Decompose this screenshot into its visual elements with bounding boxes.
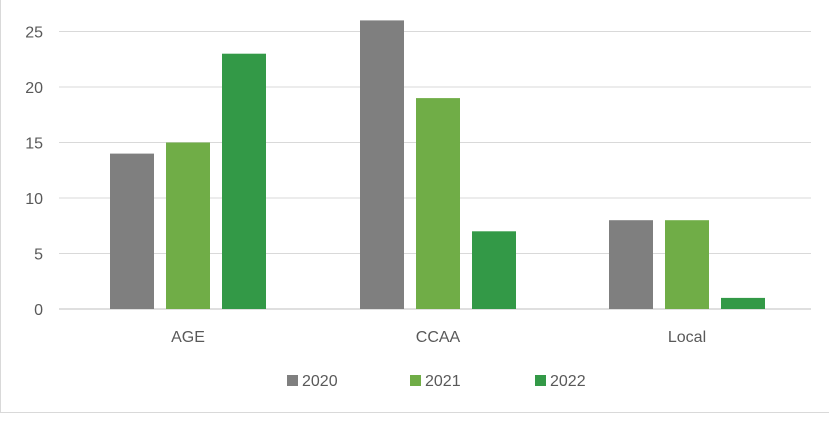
bar-ccaa-2021 (416, 98, 460, 309)
y-tick-label: 25 (25, 25, 43, 42)
bar-ccaa-2020 (360, 20, 404, 310)
legend-swatch (410, 375, 421, 386)
y-tick-label: 10 (25, 191, 43, 208)
chart-frame: 0 5 10 15 20 25 AGE CCAA Local 2020 2021 2022 (0, 0, 829, 413)
legend-swatch (287, 375, 298, 386)
bar-local-2020 (609, 220, 653, 309)
bar-age-2022 (222, 53, 266, 310)
x-category-label: AGE (171, 329, 205, 346)
y-tick-label: 20 (25, 80, 43, 97)
x-category-label: Local (668, 329, 706, 346)
y-tick-label: 0 (34, 302, 43, 319)
bar-ccaa-2022 (472, 231, 516, 309)
y-tick-label: 15 (25, 136, 43, 153)
bar-local-2022 (721, 297, 765, 309)
bar-age-2020 (110, 153, 154, 309)
y-tick-label: 5 (34, 247, 43, 264)
legend-label: 2022 (550, 373, 586, 390)
bar-chart: 0 5 10 15 20 25 AGE CCAA Local 2020 2021 2022 (25, 20, 811, 390)
legend-swatch (535, 375, 546, 386)
legend-label: 2020 (302, 373, 338, 390)
bar-local-2021 (665, 220, 709, 309)
x-category-label: CCAA (416, 329, 461, 346)
legend-label: 2021 (425, 373, 461, 390)
bar-age-2021 (166, 142, 210, 309)
